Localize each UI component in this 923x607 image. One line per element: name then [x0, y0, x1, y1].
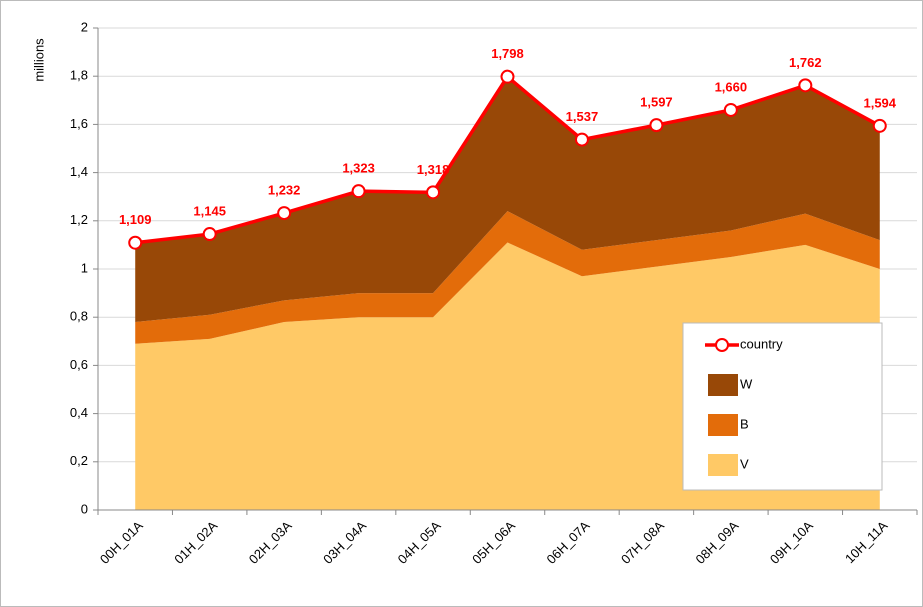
legend-swatch [708, 374, 738, 396]
area [135, 211, 880, 344]
data-label: 1,109 [119, 212, 152, 227]
line-marker [500, 69, 515, 84]
data-label: 1,597 [640, 95, 673, 110]
data-label: 1,145 [193, 203, 226, 218]
line-marker [872, 118, 887, 133]
line-marker [202, 227, 217, 242]
y-axis-label: millions [31, 38, 46, 82]
legend-label: B [740, 416, 749, 431]
y-tick-label: 0,6 [70, 357, 88, 372]
y-tick-label: 1,4 [70, 164, 88, 179]
data-label: 1,318 [417, 162, 450, 177]
legend-swatch [708, 414, 738, 436]
y-tick-label: 0,4 [70, 405, 88, 420]
y-tick-label: 0 [81, 501, 88, 516]
legend-swatch [708, 454, 738, 476]
line-marker [351, 184, 366, 199]
line-marker [798, 78, 813, 93]
legend-marker [715, 338, 729, 352]
data-label: 1,232 [268, 183, 301, 198]
line-marker [128, 235, 143, 250]
y-tick-label: 2 [81, 19, 88, 34]
legend-label: W [740, 376, 753, 391]
y-tick-label: 0,8 [70, 309, 88, 324]
data-label: 1,323 [342, 161, 375, 176]
y-tick-label: 1,8 [70, 68, 88, 83]
line-marker [649, 118, 664, 133]
line-marker [277, 206, 292, 221]
legend-label: country [740, 336, 783, 351]
data-label: 1,594 [863, 95, 896, 110]
y-tick-label: 1,2 [70, 212, 88, 227]
data-label: 1,660 [715, 79, 748, 94]
data-label: 1,537 [566, 109, 599, 124]
y-tick-label: 1 [81, 260, 88, 275]
data-label: 1,762 [789, 55, 822, 70]
line-marker [426, 185, 441, 200]
line-marker [723, 102, 738, 117]
y-tick-label: 1,6 [70, 116, 88, 131]
line-marker [574, 132, 589, 147]
area [135, 76, 880, 323]
y-tick-label: 0,2 [70, 453, 88, 468]
legend-label: V [740, 456, 749, 471]
data-label: 1,798 [491, 46, 524, 61]
